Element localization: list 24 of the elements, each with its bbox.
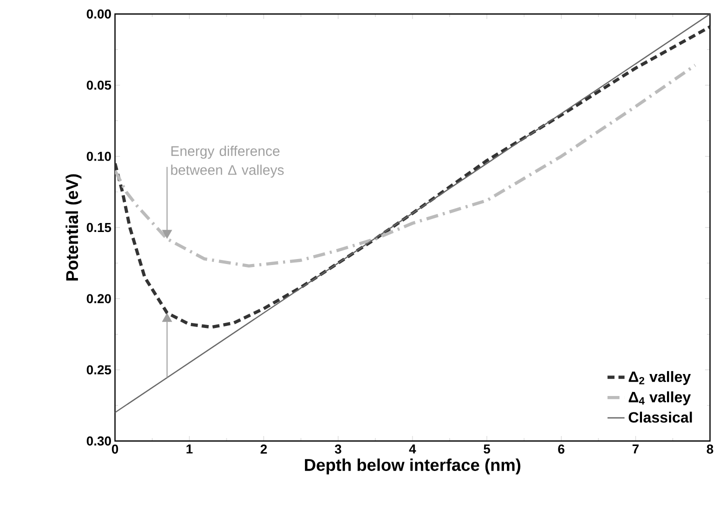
- y-tick-label: 0.25: [86, 365, 112, 374]
- y-tick-label: 0.05: [86, 80, 112, 90]
- y-tick-label: 0.10: [86, 152, 111, 161]
- y-tick-label: 0.15: [86, 222, 112, 232]
- y-tick-label: 0.20: [86, 294, 111, 304]
- x-tick-label: 5: [484, 444, 490, 454]
- x-tick-label: 0: [112, 444, 118, 454]
- legend-label: Classical: [628, 412, 692, 423]
- legend-label: Δ$_{4}$ valley: [628, 391, 691, 406]
- y-axis-title: Potential (eV): [66, 174, 82, 280]
- x-tick-label: 2: [260, 444, 267, 454]
- legend-label: Δ$_{2}$ valley: [628, 371, 691, 385]
- x-axis-title: Depth below interface (nm): [304, 458, 520, 474]
- x-tick-label: 4: [409, 444, 416, 454]
- x-tick-label: 1: [186, 444, 193, 454]
- x-tick-label: 7: [632, 444, 639, 454]
- y-tick-label: 0.00: [86, 9, 111, 19]
- x-tick-label: 8: [706, 444, 714, 454]
- line-series: [115, 25, 710, 329]
- x-tick-label: 6: [558, 444, 564, 454]
- annotation: Energy difference between Δ valleys: [171, 146, 284, 178]
- line-series: [115, 64, 697, 268]
- y-tick-label: 0.30: [86, 436, 111, 446]
- x-tick-label: 3: [334, 444, 342, 454]
